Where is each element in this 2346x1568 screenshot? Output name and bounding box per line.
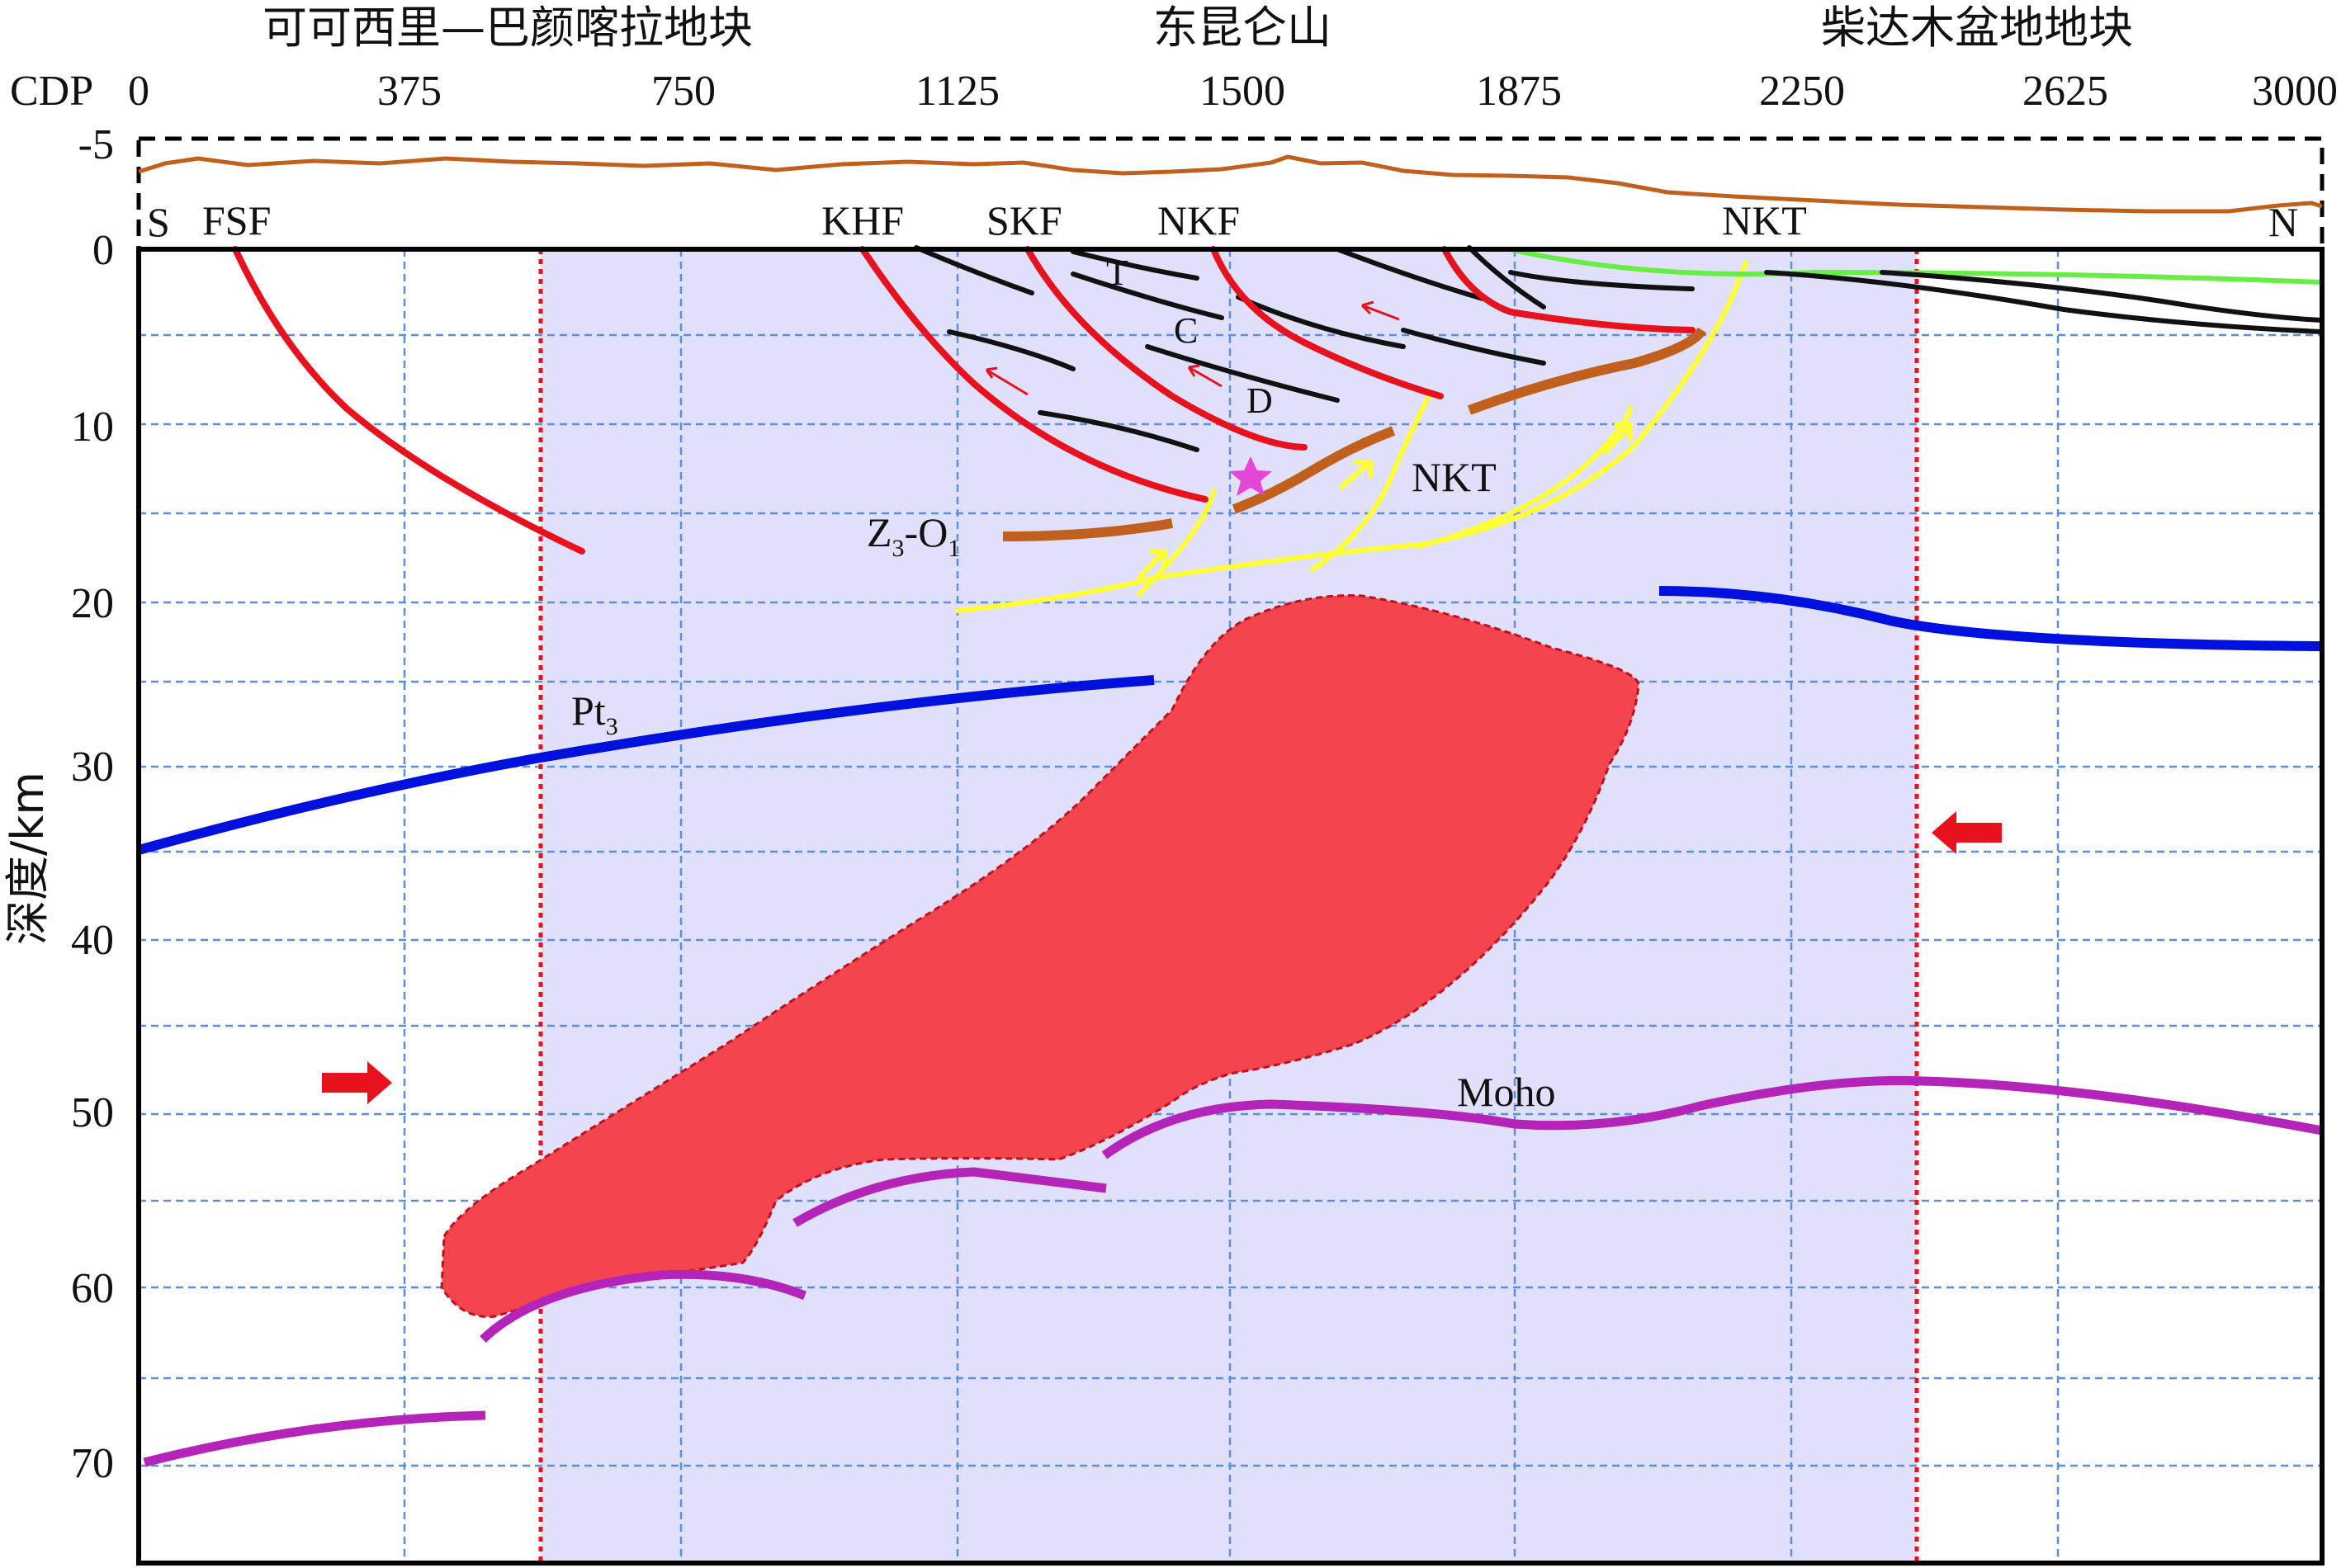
stratum-label-c: C	[1174, 310, 1198, 351]
faults	[232, 246, 1696, 555]
fault-khf	[859, 246, 1208, 503]
z3o1-interface	[1232, 426, 1396, 514]
depth-tick: 30	[71, 744, 114, 791]
south-label: S	[147, 199, 170, 245]
cdp-tick: 2250	[1759, 68, 1845, 115]
section-frame	[136, 247, 2325, 1566]
magma-body	[440, 594, 1640, 1319]
topography-line	[138, 154, 2323, 214]
cdp-tick: 0	[128, 68, 149, 115]
cdp-tick: 1125	[915, 68, 1000, 115]
depth-tick: 10	[71, 404, 114, 451]
stratal-reflectors	[914, 245, 2325, 452]
region-title-right: 柴达木盆地地块	[1821, 2, 2133, 54]
fault-nkf	[1210, 246, 1444, 399]
slip-arrows	[985, 300, 1400, 396]
fault-label-khf: KHF	[821, 197, 904, 243]
cdp-tick: 3000	[2252, 68, 2338, 115]
arrow-from-north	[1932, 811, 2002, 854]
region-title-left: 可可西里—巴颜喀拉地块	[263, 2, 753, 54]
stratum-label-t: T	[1106, 253, 1128, 293]
moho-segment	[143, 1410, 486, 1467]
depth-tick: 40	[71, 917, 114, 964]
z3o1-label: Z3-O1	[867, 509, 960, 562]
nkt-thrust-system	[955, 260, 1748, 613]
cdp-axis-label: CDP	[10, 68, 93, 115]
depth-tick-top: -5	[78, 121, 114, 168]
depth-tick: 60	[71, 1265, 114, 1312]
depth-tick: 20	[71, 580, 114, 627]
pt3-interface-north	[1658, 586, 2323, 651]
region-title-middle: 东昆仑山	[1153, 2, 1331, 54]
arrow-from-south	[322, 1061, 392, 1104]
fault-skf	[1024, 246, 1308, 451]
fault-fsf	[232, 246, 585, 555]
fault-label-nkt-mid: NKT	[1412, 454, 1497, 500]
depth-tick: 50	[71, 1089, 114, 1136]
fault-label-nkt-top: NKT	[1722, 197, 1807, 243]
sediment-base-line	[1508, 247, 2323, 285]
fault-label-nkf: NKF	[1157, 197, 1240, 243]
moho-segment	[1101, 1075, 2324, 1159]
magenta-star-marker	[1229, 456, 1272, 496]
cdp-tick: 375	[377, 68, 442, 115]
depth-tick: 70	[71, 1440, 114, 1487]
cdp-tick: 1500	[1199, 68, 1285, 115]
moho-segment	[792, 1167, 1107, 1227]
fault-label-skf: SKF	[986, 197, 1062, 243]
moho-label: Moho	[1457, 1069, 1555, 1115]
pt3-interface-south	[137, 675, 1155, 855]
moho-segment	[480, 1269, 807, 1343]
cdp-tick: 750	[651, 68, 716, 115]
z3o1-interface	[1002, 518, 1174, 541]
depth-tick: 0	[92, 227, 114, 274]
depth-axis-label: 深度/km	[2, 772, 54, 945]
cdp-tick: 2625	[2022, 68, 2108, 115]
pt3-label: Pt3	[571, 687, 618, 740]
north-label: N	[2268, 199, 2298, 245]
cdp-tick: 1875	[1476, 68, 1562, 115]
topography-frame	[136, 136, 2325, 252]
stratum-label-d: D	[1246, 380, 1273, 421]
fault-label-fsf: FSF	[202, 197, 271, 243]
z3o1-interface	[1467, 327, 1707, 415]
